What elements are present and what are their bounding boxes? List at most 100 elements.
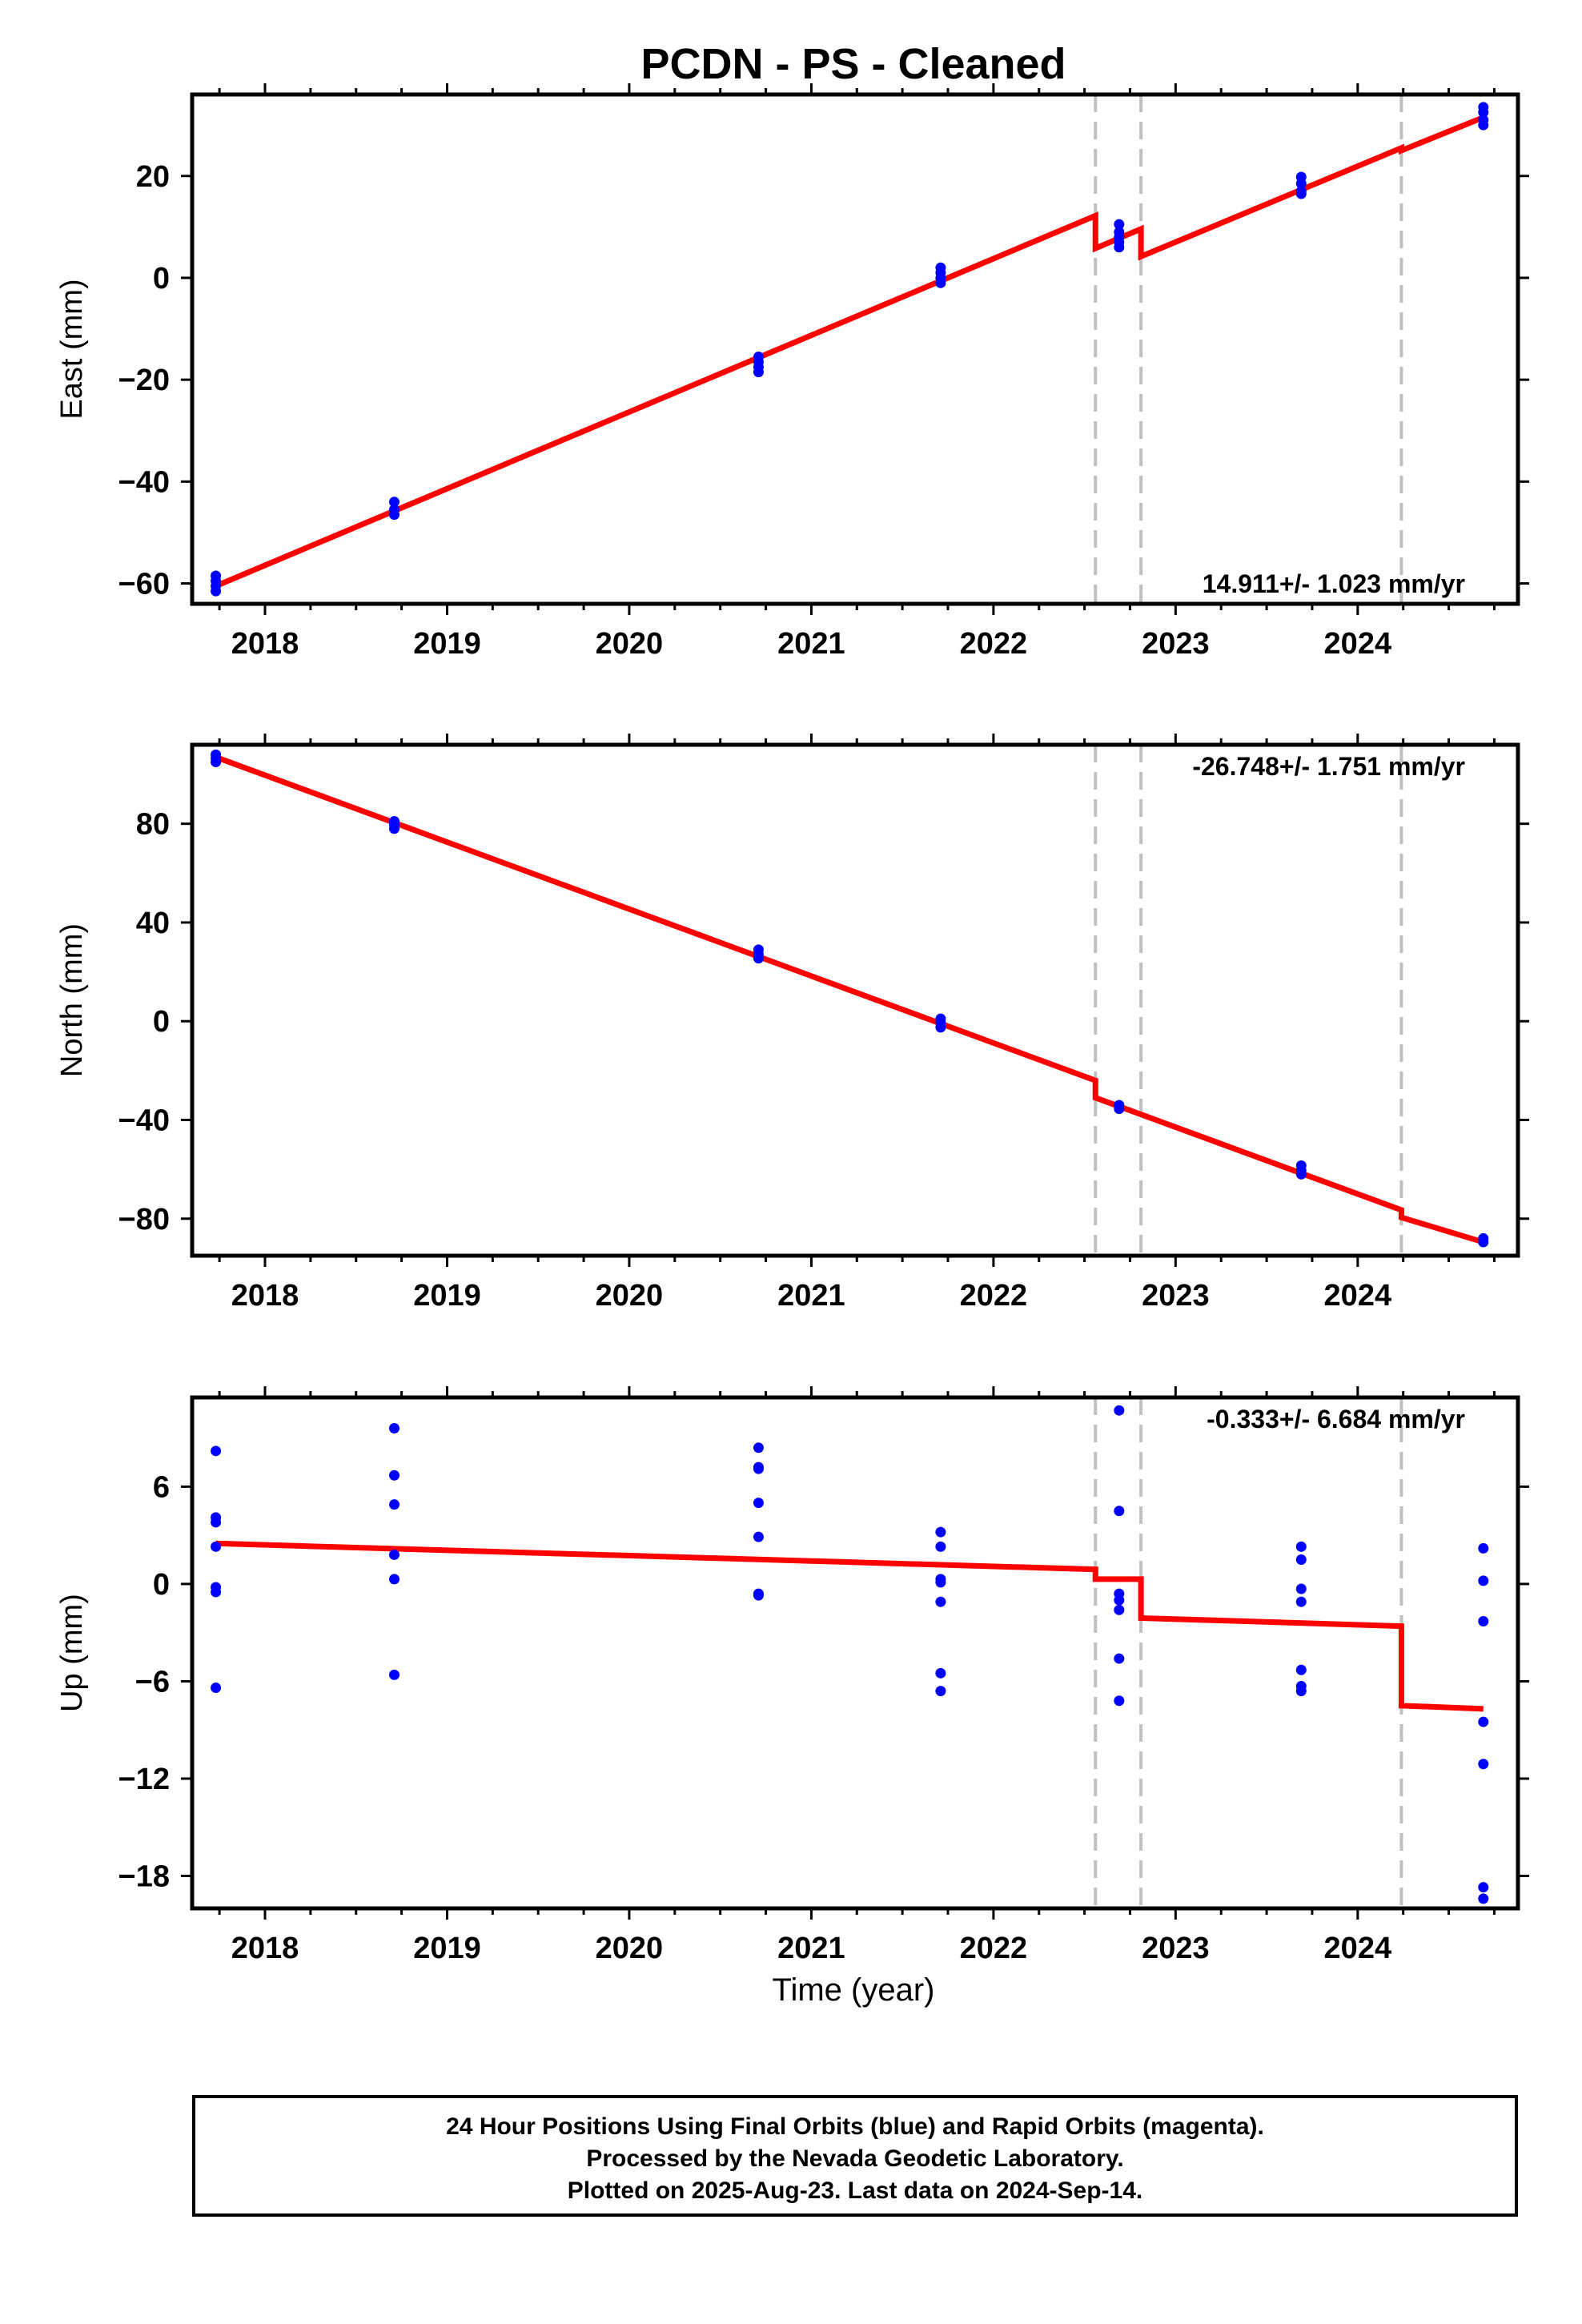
up-point-37 bbox=[1295, 1583, 1307, 1594]
east-point-22 bbox=[1295, 178, 1307, 189]
up-point-44 bbox=[1478, 1616, 1489, 1627]
up-x-tick-label: 2022 bbox=[960, 1932, 1028, 1965]
up-point-47 bbox=[1478, 1882, 1489, 1893]
up-y-tick-label: 0 bbox=[153, 1568, 170, 1602]
up-point-35 bbox=[1295, 1541, 1307, 1552]
east-frame bbox=[190, 92, 1520, 606]
east-x-tick-label: 2018 bbox=[231, 627, 299, 661]
north-x-tick-label: 2024 bbox=[1324, 1279, 1392, 1313]
up-frame bbox=[190, 1395, 1520, 1911]
caption-line-1: 24 Hour Positions Using Final Orbits (bl… bbox=[446, 2113, 1264, 2140]
up-point-32 bbox=[1114, 1604, 1125, 1615]
east-x-tick-label: 2024 bbox=[1324, 627, 1392, 661]
east-rate-label: 14.911+/- 1.023 mm/yr bbox=[1203, 569, 1465, 598]
north-y-tick-label: 80 bbox=[136, 808, 170, 842]
up-point-27 bbox=[935, 1686, 946, 1697]
east-x-tick-label: 2020 bbox=[596, 627, 664, 661]
east-point-26 bbox=[1478, 107, 1489, 118]
east-fit-line bbox=[215, 115, 1485, 589]
up-point-43 bbox=[1478, 1575, 1489, 1586]
up-y-axis-label: Up (mm) bbox=[55, 1594, 89, 1712]
east-point-28 bbox=[1478, 119, 1489, 131]
east-point-5 bbox=[388, 497, 400, 508]
north-y-tick-label: −80 bbox=[118, 1203, 170, 1236]
up-fit-line bbox=[215, 1540, 1484, 1712]
east-point-4 bbox=[211, 585, 222, 597]
east-x-tick-label: 2021 bbox=[777, 627, 845, 661]
up-point-8 bbox=[388, 1422, 400, 1433]
east-point-11 bbox=[753, 367, 764, 378]
up-x-tick-label: 2024 bbox=[1324, 1932, 1392, 1965]
north-y-tick-label: −40 bbox=[118, 1104, 170, 1137]
north-rate-label: -26.748+/- 1.751 mm/yr bbox=[1192, 752, 1465, 781]
up-panel: 2018 2019 2020 2021 2022 2023 2024 −18 −12 −6 0 6 Up… bbox=[55, 1386, 1529, 1965]
caption-box: 24 Hour Positions Using Final Orbits (bl… bbox=[192, 2095, 1518, 2217]
up-point-34 bbox=[1114, 1695, 1125, 1707]
east-y-tick-label: 0 bbox=[153, 262, 170, 296]
up-point-31 bbox=[1114, 1594, 1125, 1606]
up-point-25 bbox=[935, 1596, 946, 1607]
up-y-tick-label: −18 bbox=[118, 1860, 170, 1893]
north-point-19 bbox=[1478, 1236, 1489, 1248]
up-point-26 bbox=[935, 1667, 946, 1679]
north-point-14 bbox=[1114, 1104, 1125, 1115]
north-panel: 2018 2019 2020 2021 2022 2023 2024 −80 −40 0 40 80 N… bbox=[55, 734, 1529, 1313]
north-y-axis-label: North (mm) bbox=[55, 923, 89, 1077]
up-point-24 bbox=[935, 1577, 946, 1588]
panels-group: 2018 2019 2020 2021 2022 2023 2024−60−40−20020… bbox=[55, 83, 1529, 1965]
up-point-36 bbox=[1295, 1554, 1307, 1566]
north-point-9 bbox=[753, 953, 764, 964]
east-x-tick-label: 2023 bbox=[1142, 627, 1210, 661]
north-y-tick-label: 0 bbox=[153, 1005, 170, 1039]
north-x-tick-label: 2020 bbox=[596, 1279, 664, 1313]
up-point-16 bbox=[753, 1463, 764, 1474]
up-y-tick-label: −6 bbox=[135, 1665, 170, 1699]
up-x-tick-label: 2021 bbox=[777, 1932, 845, 1965]
up-point-11 bbox=[388, 1549, 400, 1560]
up-rate-label: -0.333+/- 6.684 mm/yr bbox=[1207, 1405, 1465, 1433]
up-point-3 bbox=[211, 1517, 222, 1528]
caption-line-3: Plotted on 2025-Aug-23. Last data on 202… bbox=[567, 2177, 1143, 2204]
east-y-tick-label: −20 bbox=[118, 364, 170, 397]
up-point-29 bbox=[1114, 1506, 1125, 1517]
up-point-7 bbox=[211, 1683, 222, 1694]
up-x-tick-label: 2018 bbox=[231, 1932, 299, 1965]
up-point-20 bbox=[753, 1590, 764, 1601]
north-point-12 bbox=[935, 1022, 946, 1033]
up-point-48 bbox=[1478, 1893, 1489, 1904]
up-x-tick-label: 2020 bbox=[596, 1932, 664, 1965]
east-y-axis-label: East (mm) bbox=[55, 279, 89, 419]
up-x-tick-label: 2019 bbox=[413, 1932, 481, 1965]
up-point-46 bbox=[1478, 1759, 1489, 1770]
east-point-24 bbox=[1295, 188, 1307, 199]
east-y-tick-label: 20 bbox=[136, 160, 170, 194]
north-x-tick-label: 2021 bbox=[777, 1279, 845, 1313]
up-point-1 bbox=[211, 1445, 222, 1457]
north-x-tick-label: 2023 bbox=[1142, 1279, 1210, 1313]
up-point-28 bbox=[1114, 1405, 1125, 1416]
up-point-45 bbox=[1478, 1716, 1489, 1727]
up-point-10 bbox=[388, 1499, 400, 1510]
north-point-6 bbox=[388, 823, 400, 834]
up-point-9 bbox=[388, 1470, 400, 1481]
north-x-tick-label: 2018 bbox=[231, 1279, 299, 1313]
up-point-33 bbox=[1114, 1653, 1125, 1664]
up-point-42 bbox=[1478, 1542, 1489, 1554]
up-point-39 bbox=[1295, 1664, 1307, 1675]
up-point-41 bbox=[1295, 1686, 1307, 1697]
chart-title: PCDN - PS - Cleaned bbox=[640, 40, 1066, 88]
east-point-20 bbox=[1114, 242, 1125, 253]
up-y-tick-label: 6 bbox=[153, 1470, 170, 1504]
up-point-14 bbox=[753, 1442, 764, 1454]
east-point-15 bbox=[935, 277, 946, 288]
up-point-21 bbox=[935, 1526, 946, 1538]
up-x-tick-label: 2023 bbox=[1142, 1932, 1210, 1965]
north-x-tick-label: 2019 bbox=[413, 1279, 481, 1313]
east-y-tick-label: −40 bbox=[118, 465, 170, 499]
north-x-tick-label: 2022 bbox=[960, 1279, 1028, 1313]
up-point-4 bbox=[211, 1541, 222, 1552]
east-y-tick-label: −60 bbox=[118, 568, 170, 601]
up-point-6 bbox=[211, 1586, 222, 1598]
east-point-16 bbox=[1114, 219, 1125, 230]
